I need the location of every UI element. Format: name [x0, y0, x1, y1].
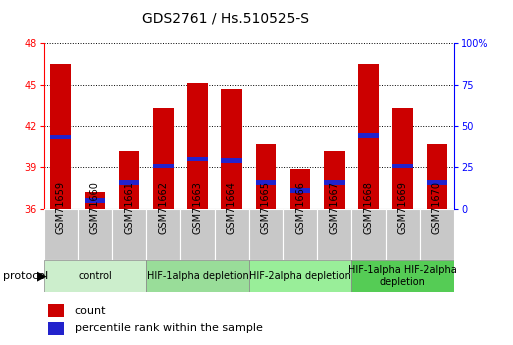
- Bar: [255, 144, 276, 209]
- Text: GSM71668: GSM71668: [364, 181, 373, 234]
- Bar: [420, 209, 454, 260]
- Bar: [351, 209, 386, 260]
- Bar: [146, 209, 181, 260]
- Bar: [214, 209, 249, 260]
- Bar: [392, 164, 413, 168]
- Bar: [358, 64, 379, 209]
- Bar: [48, 304, 64, 317]
- Text: ▶: ▶: [37, 269, 47, 283]
- Text: HIF-1alpha HIF-2alpha
depletion: HIF-1alpha HIF-2alpha depletion: [348, 265, 457, 287]
- Text: percentile rank within the sample: percentile rank within the sample: [74, 323, 262, 333]
- Bar: [48, 322, 64, 335]
- Text: HIF-2alpha depletion: HIF-2alpha depletion: [249, 271, 351, 281]
- Bar: [187, 83, 208, 209]
- Text: GDS2761 / Hs.510525-S: GDS2761 / Hs.510525-S: [142, 12, 309, 26]
- Bar: [427, 180, 447, 185]
- Text: GSM71662: GSM71662: [159, 180, 168, 234]
- Bar: [50, 64, 71, 209]
- Bar: [317, 209, 351, 260]
- Text: GSM71665: GSM71665: [261, 180, 271, 234]
- Bar: [392, 108, 413, 209]
- Bar: [44, 209, 78, 260]
- Bar: [119, 151, 140, 209]
- Bar: [50, 135, 71, 139]
- Bar: [358, 133, 379, 138]
- Text: GSM71669: GSM71669: [398, 181, 408, 234]
- Bar: [85, 198, 105, 203]
- Bar: [222, 158, 242, 163]
- Bar: [255, 180, 276, 185]
- Bar: [386, 209, 420, 260]
- Bar: [112, 209, 146, 260]
- Bar: [290, 169, 310, 209]
- Bar: [249, 260, 351, 292]
- Text: GSM71659: GSM71659: [56, 180, 66, 234]
- Text: GSM71663: GSM71663: [192, 181, 203, 234]
- Bar: [85, 192, 105, 209]
- Text: protocol: protocol: [3, 271, 48, 281]
- Text: GSM71667: GSM71667: [329, 180, 339, 234]
- Text: GSM71660: GSM71660: [90, 181, 100, 234]
- Bar: [351, 260, 454, 292]
- Bar: [324, 151, 345, 209]
- Bar: [187, 157, 208, 161]
- Text: GSM71666: GSM71666: [295, 181, 305, 234]
- Bar: [153, 108, 173, 209]
- Bar: [249, 209, 283, 260]
- Text: count: count: [74, 306, 106, 316]
- Bar: [222, 89, 242, 209]
- Bar: [283, 209, 317, 260]
- Text: HIF-1alpha depletion: HIF-1alpha depletion: [147, 271, 248, 281]
- Bar: [290, 188, 310, 193]
- Bar: [427, 144, 447, 209]
- Text: GSM71664: GSM71664: [227, 181, 236, 234]
- Text: GSM71661: GSM71661: [124, 181, 134, 234]
- Bar: [146, 260, 249, 292]
- Bar: [181, 209, 214, 260]
- Bar: [44, 260, 146, 292]
- Text: control: control: [78, 271, 112, 281]
- Bar: [324, 180, 345, 185]
- Text: GSM71670: GSM71670: [432, 180, 442, 234]
- Bar: [78, 209, 112, 260]
- Bar: [153, 164, 173, 168]
- Bar: [119, 180, 140, 185]
